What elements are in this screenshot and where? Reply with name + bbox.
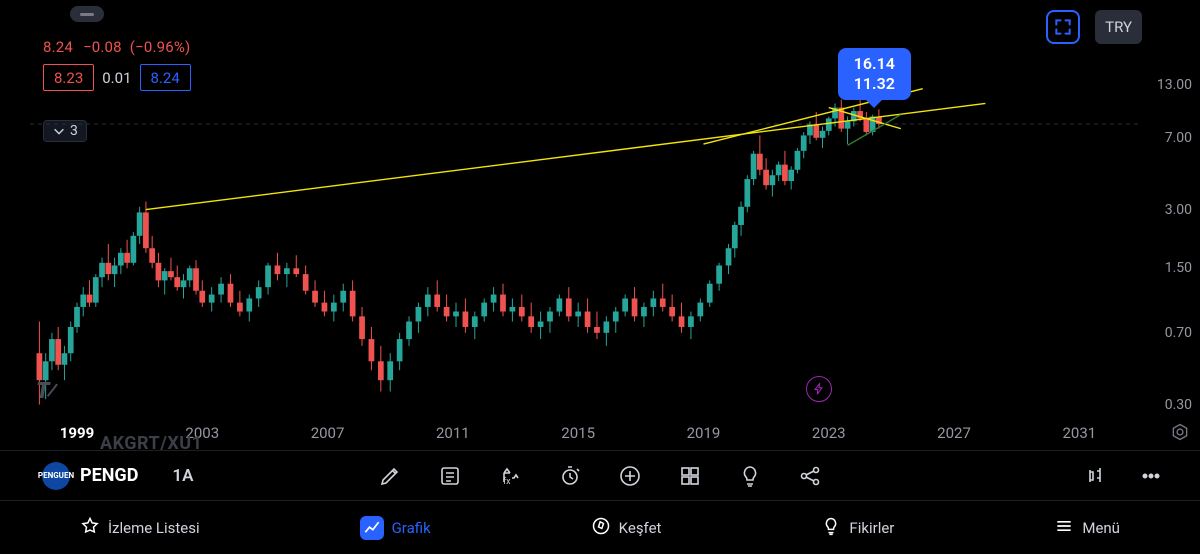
draw-tool-button[interactable] [377,463,403,489]
bubble-value-1: 16.14 [854,54,895,74]
symbol-ticker[interactable]: PENGD [80,465,138,486]
price-chart[interactable] [30,30,1142,420]
x-tick: 2019 [687,424,721,442]
chart-toolbar: fx [377,463,823,489]
chart-style-button[interactable] [1082,463,1108,489]
layouts-button[interactable] [677,463,703,489]
y-tick: 7.00 [1140,130,1192,146]
nav-label: Keşfet [619,519,662,537]
y-tick: 0.30 [1140,397,1192,413]
app: { "colors": { "bg": "#000000", "panel": … [0,0,1200,554]
tradingview-watermark: T⁄ [36,379,55,404]
alert-button[interactable] [557,463,583,489]
star-icon [80,516,100,540]
y-axis[interactable]: 0.300.701.503.007.0013.00 [1144,30,1196,420]
symbol-badge[interactable]: PENGUEN [42,462,70,490]
x-tick: 2023 [812,424,846,442]
symbol-badge-text: PENGUEN [38,471,74,480]
x-tick: 2015 [561,424,595,442]
x-tick: 1999 [60,424,94,442]
nav-explore[interactable]: Keşfet [591,516,662,540]
bubble-value-2: 11.32 [854,74,895,94]
interval-label[interactable]: 1A [172,466,193,486]
x-tick: 2007 [311,424,345,442]
x-tick: 2031 [1062,424,1096,442]
nav-watchlist[interactable]: İzleme Listesi [80,516,200,540]
nav-label: Fikirler [849,519,894,537]
y-tick: 3.00 [1140,202,1192,218]
share-button[interactable] [797,463,823,489]
y-tick: 0.70 [1140,325,1192,341]
menu-icon [1054,516,1074,540]
compass-icon [591,516,611,540]
bottom-nav: İzleme Listesi Grafik Keşfet Fikirler Menü [0,500,1200,554]
camera-notch-pill [70,6,104,22]
svg-text:fx: fx [503,477,511,487]
nav-label: İzleme Listesi [108,519,200,537]
nav-label: Menü [1082,519,1120,537]
x-tick: 2011 [436,424,470,442]
nav-label: Grafik [392,519,431,537]
y-tick: 1.50 [1140,260,1192,276]
axis-settings-icon[interactable] [1170,422,1190,446]
chart-icon [360,516,384,540]
x-tick: 2027 [937,424,971,442]
more-button[interactable] [1138,463,1164,489]
bulb-icon [821,516,841,540]
idea-button[interactable] [737,463,763,489]
indicators-button[interactable]: fx [497,463,523,489]
nav-chart[interactable]: Grafik [360,516,431,540]
y-tick: 13.00 [1140,77,1192,93]
symbol-toolbar-row: PENGUEN PENGD 1A fx [0,450,1200,500]
add-button[interactable] [617,463,643,489]
nav-menu[interactable]: Menü [1054,516,1120,540]
price-tooltip-bubble: 16.14 11.32 [838,48,911,100]
nav-ideas[interactable]: Fikirler [821,516,894,540]
toolbar-right [1082,463,1164,489]
note-button[interactable] [437,463,463,489]
